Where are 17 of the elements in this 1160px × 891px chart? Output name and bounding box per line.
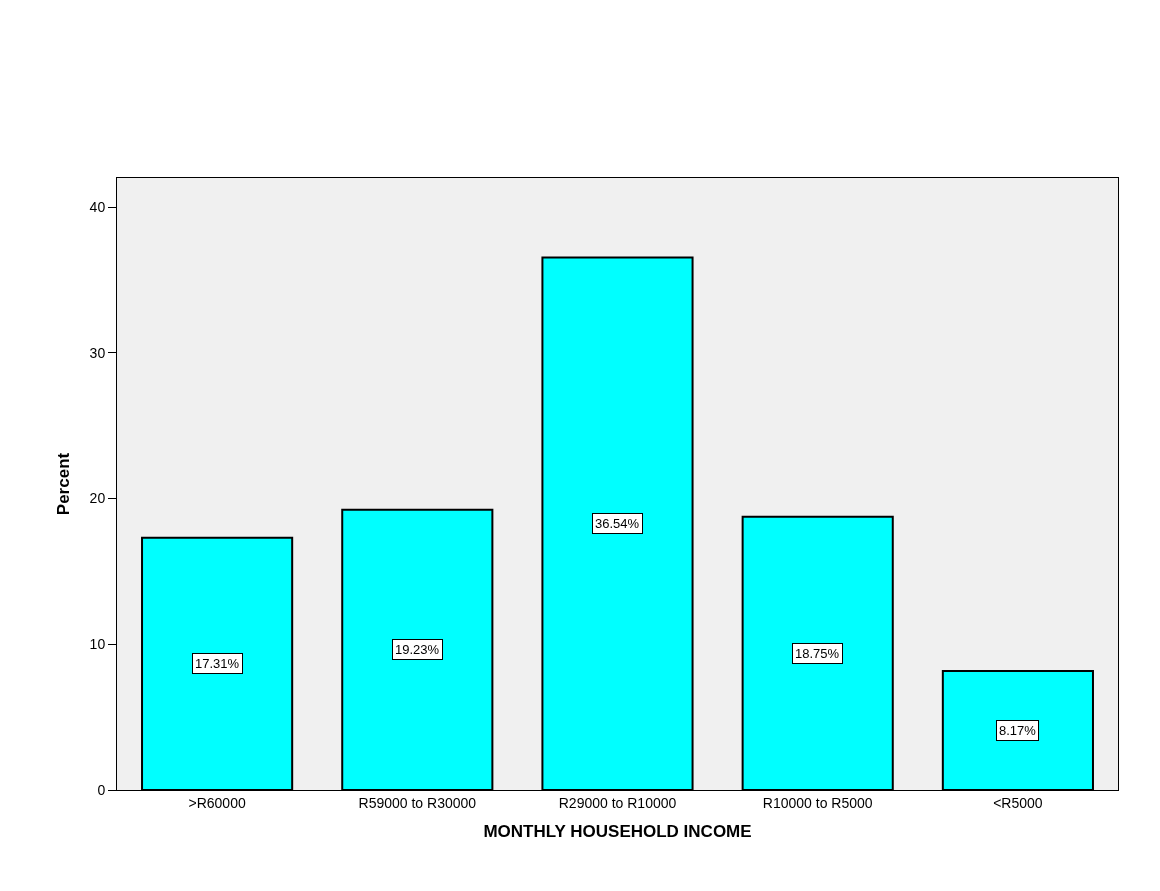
y-axis-title: Percent <box>54 452 74 516</box>
x-tick-label: >R60000 <box>188 794 246 811</box>
y-tick-label: 30 <box>89 344 106 361</box>
y-tick-label: 20 <box>89 490 106 507</box>
x-axis-title: MONTHLY HOUSEHOLD INCOME <box>483 822 752 842</box>
data-label: 18.75% <box>795 646 840 661</box>
y-tick-label: 40 <box>89 199 106 216</box>
data-label: 8.17% <box>999 723 1037 738</box>
x-tick-label: R59000 to R30000 <box>358 794 477 811</box>
y-tick-label: 0 <box>97 781 106 798</box>
x-tick-label: <R5000 <box>993 794 1043 811</box>
data-label: 17.31% <box>195 656 240 671</box>
y-tick-label: 10 <box>89 636 106 653</box>
x-tick-label: R29000 to R10000 <box>558 794 677 811</box>
data-label: 36.54% <box>595 516 640 531</box>
x-tick-label: R10000 to R5000 <box>762 794 873 811</box>
data-label: 19.23% <box>395 642 440 657</box>
